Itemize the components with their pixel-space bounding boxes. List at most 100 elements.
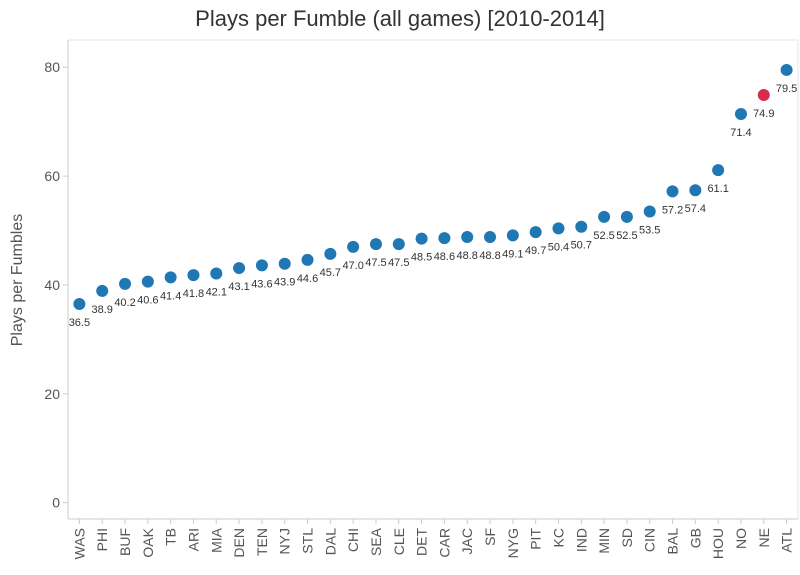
data-label-gb: 57.4	[685, 203, 706, 215]
x-tick-label: BAL	[665, 528, 681, 555]
x-tick-label: IND	[573, 528, 589, 552]
data-label-nyj: 43.9	[274, 277, 295, 289]
data-label-sf: 48.8	[479, 250, 500, 262]
data-label-sd: 52.5	[616, 230, 637, 242]
data-point-buf	[119, 277, 132, 290]
x-tick-label: NE	[756, 528, 772, 547]
y-axis-ticks: 0 20 40 60 80	[44, 59, 68, 511]
x-tick-label: MIN	[596, 528, 612, 554]
data-label-mia: 42.1	[206, 287, 227, 299]
data-label-atl: 79.5	[776, 83, 797, 95]
y-tick-label: 40	[44, 277, 60, 293]
x-tick-label: JAC	[459, 528, 475, 554]
data-point-ne	[757, 88, 770, 101]
data-label-cle: 47.5	[388, 257, 409, 269]
x-tick-label: NYG	[505, 528, 521, 558]
data-label-cin: 53.5	[639, 224, 660, 236]
y-axis-title: Plays per Fumbles	[9, 214, 26, 347]
data-label-car: 48.6	[434, 251, 455, 263]
data-labels: 36.538.940.2 40.6 41.4 41.8 42.1 43.1 43.6 43.9…	[69, 83, 798, 329]
x-tick-label: DAL	[322, 528, 338, 555]
y-tick-label: 20	[44, 386, 60, 402]
chart-title: Plays per Fumble (all games) [2010-2014]	[195, 6, 605, 31]
x-tick-label: SEA	[368, 527, 384, 556]
data-point-ind	[575, 220, 588, 233]
data-label-phi: 38.9	[92, 304, 113, 316]
data-point-cle	[392, 238, 405, 251]
x-tick-label: TB	[163, 528, 179, 546]
x-tick-label: WAS	[71, 528, 87, 559]
data-label-det: 48.5	[411, 252, 432, 264]
data-point-bal	[666, 185, 679, 198]
data-point-cin	[643, 205, 656, 218]
data-label-ind: 50.7	[571, 240, 592, 252]
data-label-den: 43.1	[228, 281, 249, 293]
data-point-sf	[484, 231, 497, 244]
data-point-no	[734, 108, 747, 121]
x-tick-label: ARI	[185, 528, 201, 551]
x-tick-label: GB	[687, 528, 703, 548]
data-label-ten: 43.6	[251, 278, 272, 290]
y-tick-label: 80	[44, 59, 60, 75]
data-label-min: 52.5	[593, 230, 614, 242]
x-tick-label: CLE	[391, 528, 407, 555]
x-tick-label: STL	[300, 528, 316, 554]
data-point-ten	[255, 259, 268, 272]
data-label-no: 71.4	[730, 127, 751, 139]
data-point-sea	[369, 238, 382, 251]
x-tick-label: CIN	[642, 528, 658, 552]
data-point-gb	[689, 184, 702, 197]
x-tick-label: PIT	[528, 528, 544, 550]
data-point-hou	[712, 164, 725, 177]
data-point-nyg	[506, 229, 519, 242]
data-label-chi: 47.0	[342, 260, 363, 272]
data-point-det	[415, 232, 428, 245]
x-tick-label: BUF	[117, 528, 133, 556]
x-tick-label: NO	[733, 528, 749, 549]
data-point-min	[598, 210, 611, 223]
x-tick-label: OAK	[140, 527, 156, 557]
data-label-kc: 50.4	[548, 241, 569, 253]
x-tick-label: ATL	[779, 528, 795, 553]
data-point-kc	[552, 222, 565, 235]
data-point-mia	[210, 267, 223, 280]
data-label-hou: 61.1	[707, 183, 728, 195]
data-label-bal: 57.2	[662, 204, 683, 216]
x-tick-label: MIA	[208, 527, 224, 553]
data-point-den	[233, 262, 246, 275]
x-tick-label: TEN	[254, 528, 270, 556]
data-point-was	[73, 297, 86, 310]
data-label-stl: 44.6	[297, 273, 318, 285]
data-point-stl	[301, 253, 314, 266]
x-axis-ticks: WAS PHI BUF OAK TB ARI MIA DEN TEN NYJ STL DAL CHI SE…	[71, 519, 795, 559]
data-label-oak: 40.6	[137, 295, 158, 307]
x-tick-label: KC	[550, 528, 566, 547]
data-point-ari	[187, 269, 200, 282]
data-label-sea: 47.5	[365, 257, 386, 269]
x-tick-label: CAR	[436, 528, 452, 558]
data-point-jac	[461, 231, 474, 244]
x-tick-label: SD	[619, 528, 635, 547]
data-label-jac: 48.8	[457, 250, 478, 262]
data-point-oak	[141, 275, 154, 288]
data-point-atl	[780, 63, 793, 76]
data-point-dal	[324, 247, 337, 260]
data-points	[73, 63, 793, 310]
x-tick-label: DEN	[231, 528, 247, 558]
data-label-tb: 41.4	[160, 290, 181, 302]
x-tick-label: HOU	[710, 528, 726, 559]
data-point-tb	[164, 271, 177, 284]
x-tick-label: SF	[482, 528, 498, 546]
data-label-was: 36.5	[69, 317, 90, 329]
data-label-dal: 45.7	[320, 267, 341, 279]
x-tick-label: DET	[414, 528, 430, 556]
y-tick-label: 0	[52, 495, 60, 511]
data-point-pit	[529, 226, 542, 239]
data-point-phi	[96, 284, 109, 297]
data-point-car	[438, 232, 451, 245]
data-point-nyj	[278, 257, 291, 270]
data-label-ari: 41.8	[183, 288, 204, 300]
x-tick-label: PHI	[94, 528, 110, 551]
x-tick-label: NYJ	[277, 528, 293, 554]
